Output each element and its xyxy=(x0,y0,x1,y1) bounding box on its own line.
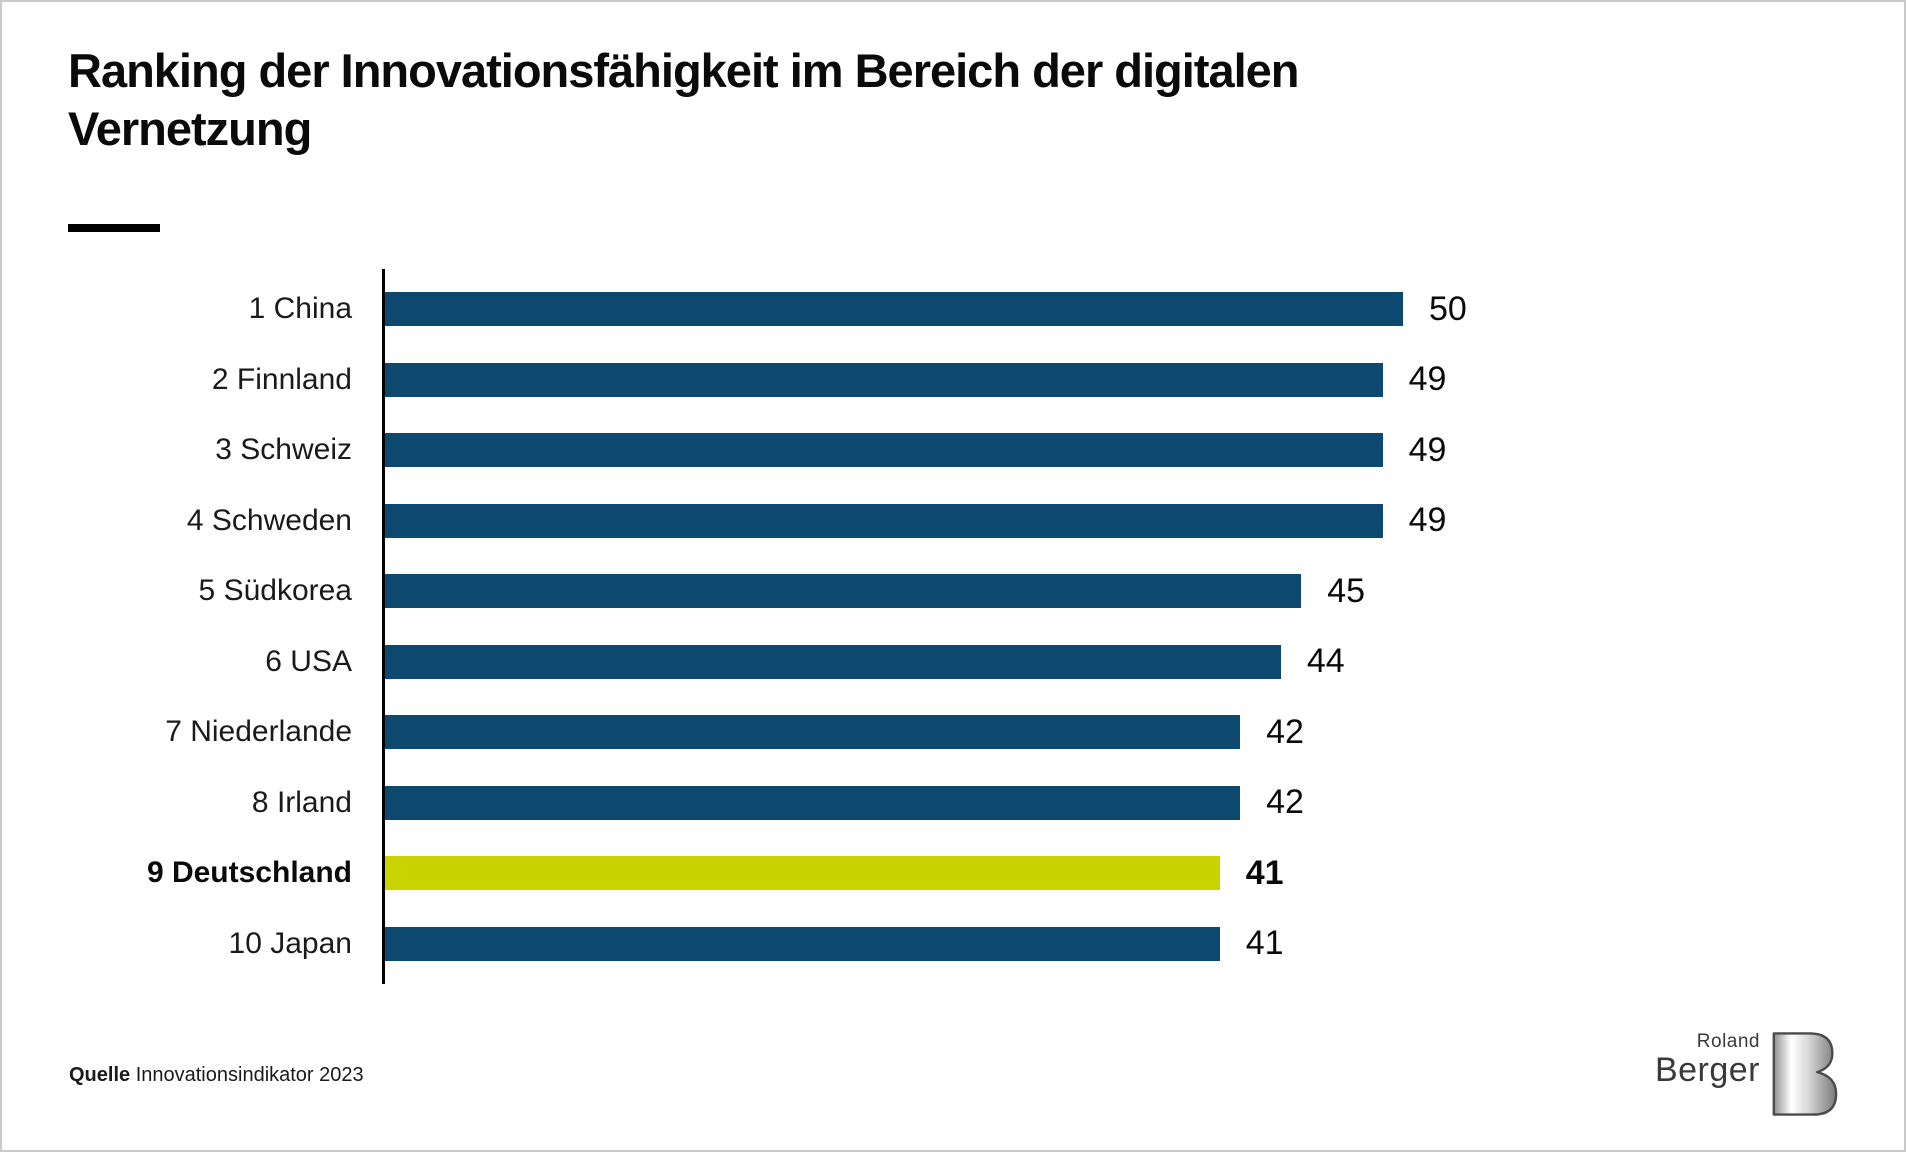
category-label: 1 China xyxy=(248,292,352,326)
bar-row: 9 Deutschland 41 xyxy=(2,838,1904,909)
value-label: 45 xyxy=(1327,571,1366,610)
logo-b-icon xyxy=(1772,1032,1838,1116)
bar xyxy=(385,926,1220,961)
category-label: 5 Südkorea xyxy=(198,574,352,608)
value-label: 42 xyxy=(1266,712,1304,751)
bar-track: 49 xyxy=(385,360,1904,399)
value-label: 41 xyxy=(1245,853,1284,892)
bar-row: 2 Finnland 49 xyxy=(2,345,1904,416)
roland-berger-logo: Roland Berger xyxy=(1655,1030,1838,1118)
bar-row: 1 China 50 xyxy=(2,274,1904,345)
bar xyxy=(385,503,1383,538)
value-label: 49 xyxy=(1408,430,1447,469)
value-label: 41 xyxy=(1245,924,1284,963)
bar xyxy=(385,362,1383,397)
logo-roland-text: Roland xyxy=(1696,1031,1760,1052)
bar-row: 5 Südkorea 45 xyxy=(2,556,1904,627)
bar xyxy=(385,574,1302,609)
logo-wordmark: Roland Berger xyxy=(1654,1030,1760,1089)
bar-row: 7 Niederlande 42 xyxy=(2,697,1904,768)
category-label: 4 Schweden xyxy=(186,503,352,537)
bar-chart: 1 China 50 2 Finnland 49 3 Schweiz 49 4 Schwed… xyxy=(2,269,1904,984)
bar-track: 49 xyxy=(385,501,1904,540)
bar xyxy=(385,433,1383,468)
source-note: Quelle Innovationsindikator 2023 xyxy=(69,1064,364,1087)
bar xyxy=(385,785,1241,820)
value-label: 50 xyxy=(1429,289,1467,328)
chart-rows: 1 China 50 2 Finnland 49 3 Schweiz 49 4 Schwed… xyxy=(2,274,1904,979)
value-label: 44 xyxy=(1306,642,1345,681)
page-title-line2: Vernetzung xyxy=(68,102,312,155)
category-label: 3 Schweiz xyxy=(215,433,352,467)
bar xyxy=(385,715,1241,750)
source-label: Quelle xyxy=(69,1064,131,1086)
bar-track: 44 xyxy=(385,642,1904,681)
bar-track: 42 xyxy=(385,783,1904,822)
value-label: 49 xyxy=(1408,360,1447,399)
bar-track: 42 xyxy=(385,713,1904,752)
bar-track: 41 xyxy=(385,924,1904,963)
bar-row: 8 Irland 42 xyxy=(2,768,1904,839)
category-label: 6 USA xyxy=(265,644,352,678)
value-label: 49 xyxy=(1408,501,1447,540)
bar xyxy=(385,644,1281,679)
value-label: 42 xyxy=(1266,783,1304,822)
page-title-line1: Ranking der Innovationsfähigkeit im Bere… xyxy=(68,44,1300,97)
category-label: 2 Finnland xyxy=(211,362,352,396)
bar-track: 50 xyxy=(385,290,1904,329)
bar xyxy=(385,292,1403,327)
bar-row: 3 Schweiz 49 xyxy=(2,415,1904,486)
bar-track: 45 xyxy=(385,572,1904,611)
logo-berger-text: Berger xyxy=(1654,1051,1760,1089)
bar-row: 4 Schweden 49 xyxy=(2,486,1904,557)
bar xyxy=(385,856,1220,891)
category-label: 8 Irland xyxy=(251,785,352,819)
category-label: 9 Deutschland xyxy=(146,856,352,890)
title-underline xyxy=(68,224,160,232)
source-text: Innovationsindikator 2023 xyxy=(135,1064,364,1086)
y-axis-line xyxy=(382,269,385,984)
page-title: Ranking der Innovationsfähigkeit im Bere… xyxy=(68,42,1300,158)
bar-row: 10 Japan 41 xyxy=(2,909,1904,980)
bar-track: 41 xyxy=(385,854,1904,893)
category-label: 7 Niederlande xyxy=(165,715,352,749)
bar-track: 49 xyxy=(385,431,1904,470)
bar-row: 6 USA 44 xyxy=(2,627,1904,698)
category-label: 10 Japan xyxy=(228,926,352,960)
